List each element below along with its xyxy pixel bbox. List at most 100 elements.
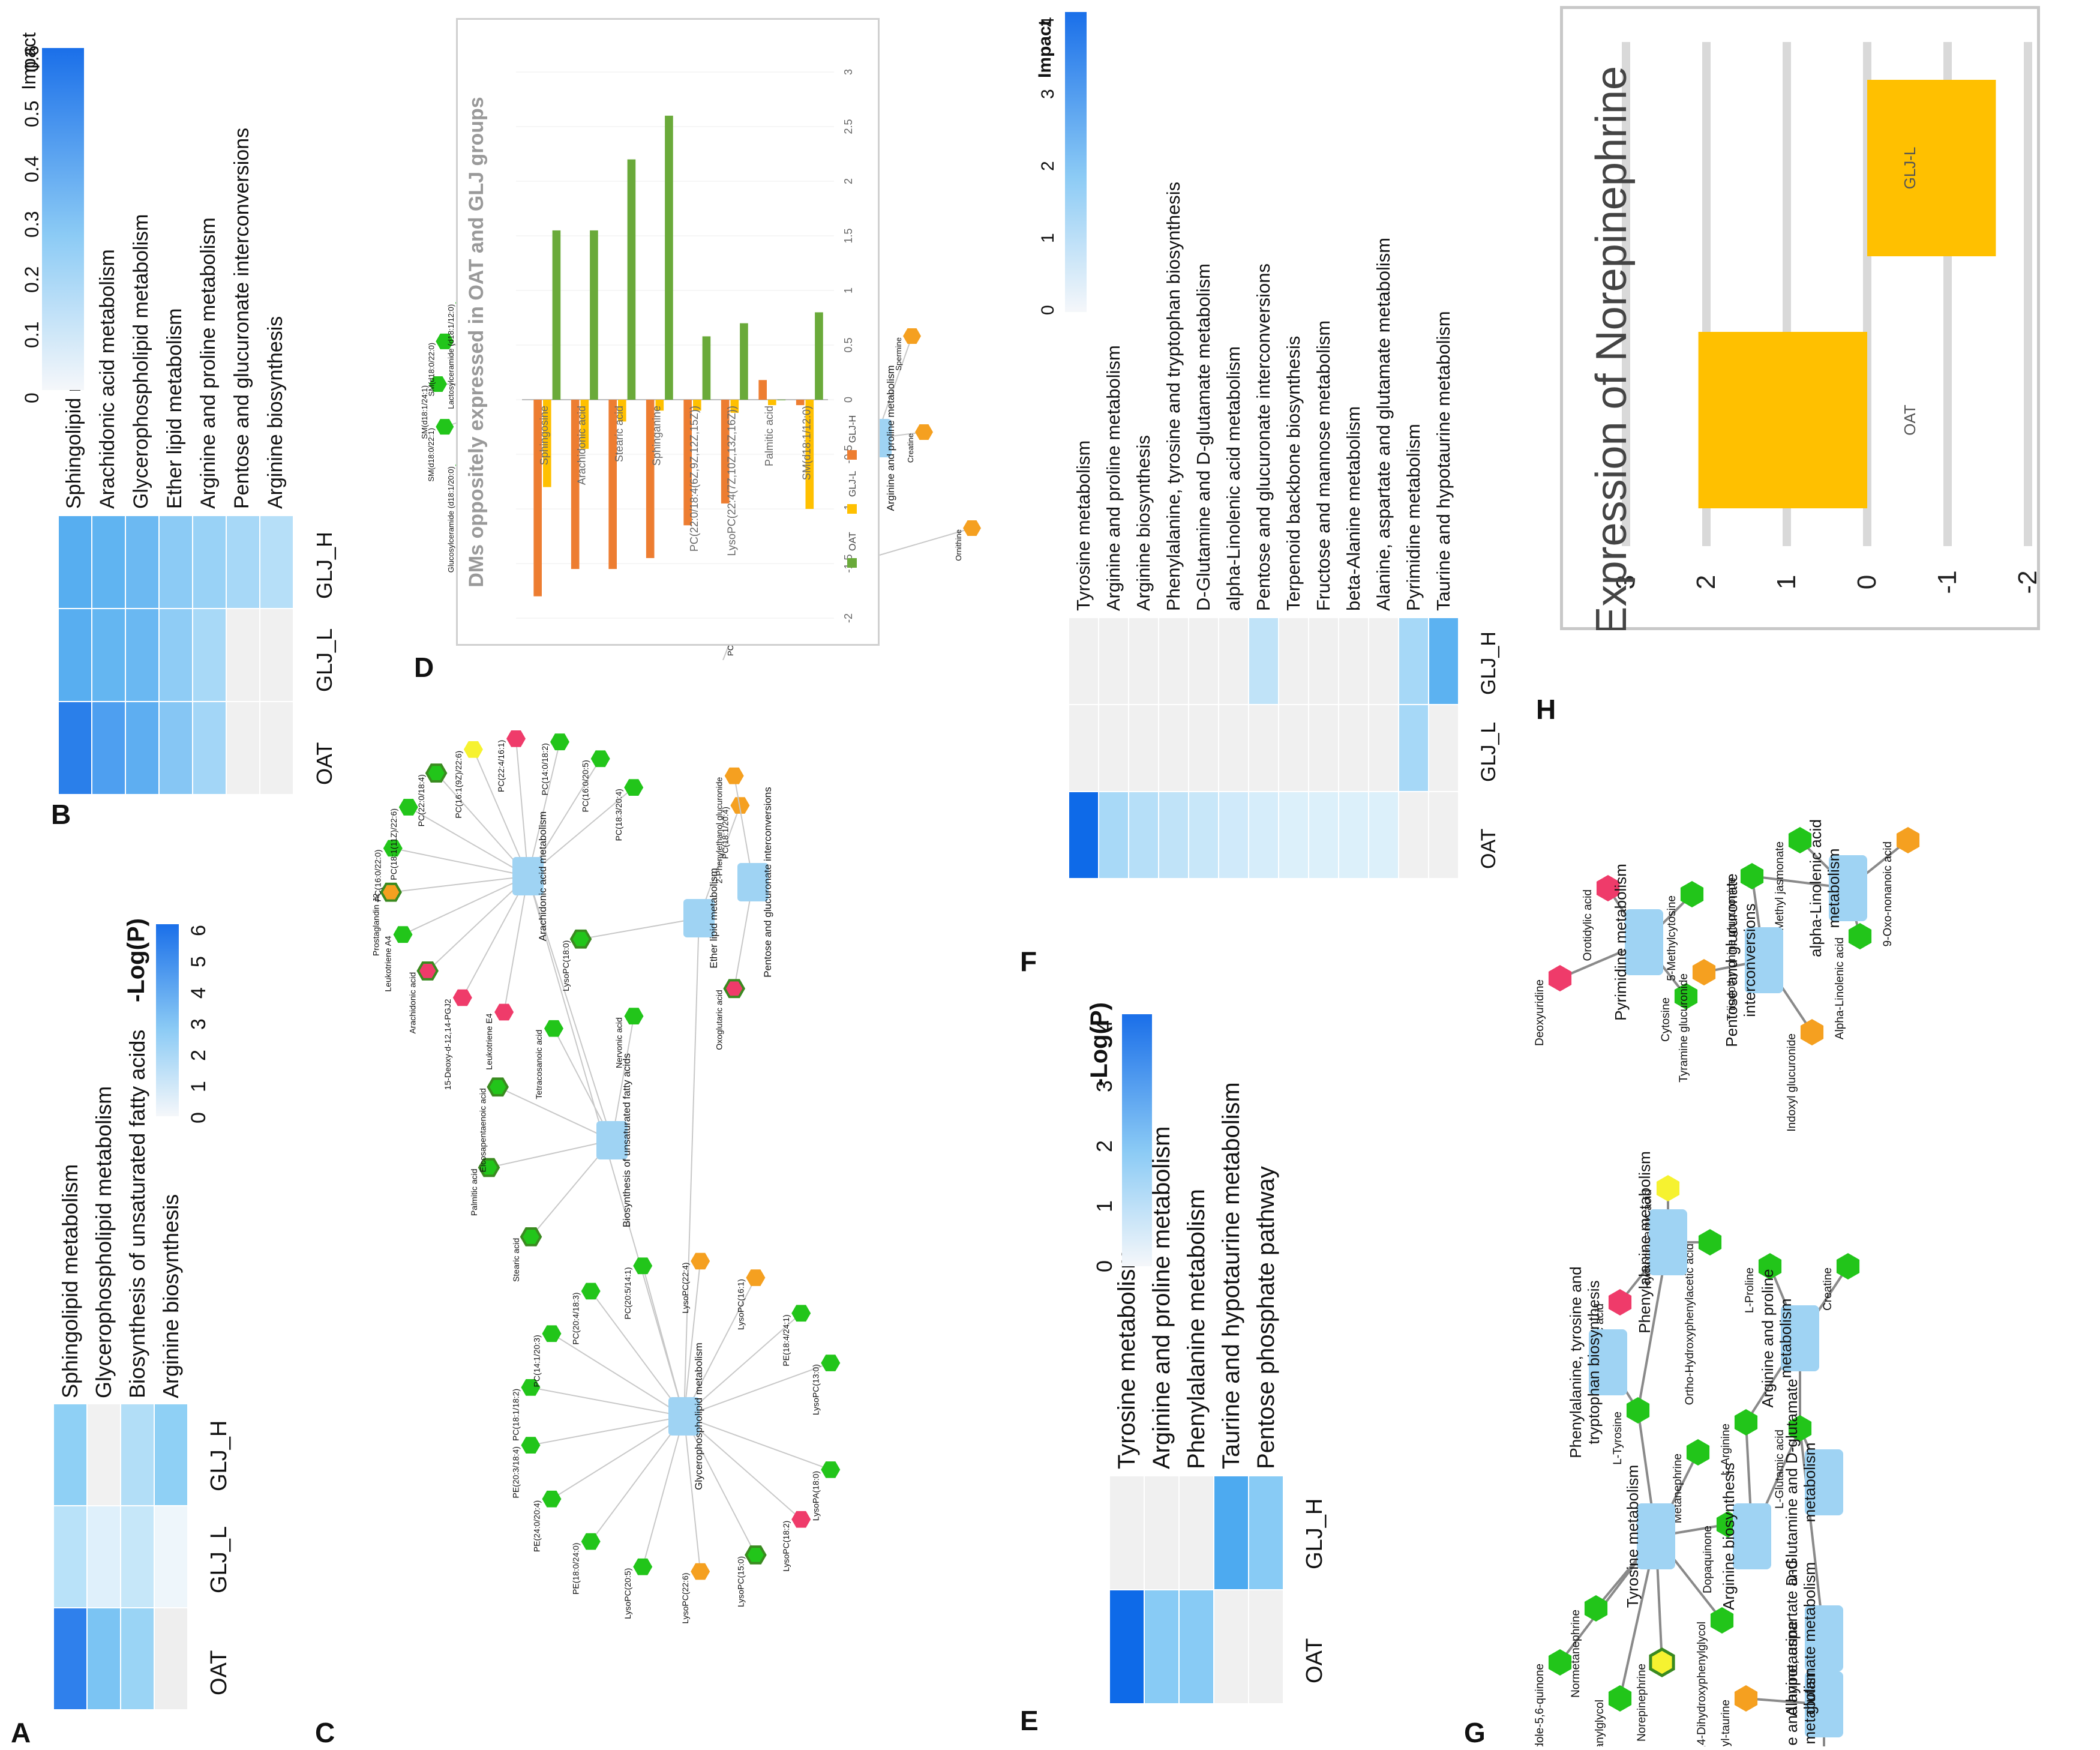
- heatmap-cell: [121, 1404, 154, 1505]
- pathway-hub: [683, 899, 715, 937]
- heatmap-cell: [1099, 705, 1128, 791]
- network-edge: [461, 876, 529, 998]
- metabolite-node: [1608, 1685, 1632, 1712]
- metabolite-node: [963, 520, 981, 536]
- heatmap-row-label: Alanine, aspartate and glutamate metabol…: [1373, 237, 1394, 611]
- glycerophospholipid-node-label: PC(20:5/14:1): [623, 1267, 632, 1319]
- metabolite-node: [1656, 1175, 1680, 1201]
- heatmap-cell: [54, 1404, 86, 1505]
- heatmap-cell: [126, 702, 158, 794]
- metabolite-label: Triiodothyronine glucuronide: [1726, 877, 1738, 1021]
- legend-tick-label: 4: [187, 987, 210, 999]
- heatmap-row-label: Tyrosine metabolism: [1073, 440, 1094, 611]
- metabolite-node: [1758, 1253, 1782, 1279]
- legend-tick-label: 3: [187, 1018, 210, 1030]
- heatmap-cell: [1110, 1476, 1144, 1589]
- arachidonic-node-label: PC(14:0/18:2): [540, 743, 550, 795]
- legend-label: GLJ-H: [848, 415, 858, 443]
- tick-label: 0: [1852, 575, 1882, 589]
- glycerophospholipid-node-label: PE(24:0/20:4): [532, 1500, 542, 1552]
- arachidonic-node-label: Arachidonic acid: [408, 972, 418, 1034]
- heatmap-row-label: Pentose and glucuronate interconversions: [230, 127, 253, 509]
- network-edge: [642, 1265, 685, 1417]
- heatmap-cell: [1110, 1590, 1144, 1703]
- panel-f-heatmap: GLJ_H GLJ_L OAT Tyrosine metabolism Arginine…: [1035, 0, 1524, 936]
- metabolite-node: [521, 1379, 541, 1396]
- heatmap-cell: [1219, 792, 1248, 878]
- tick-label: 2: [1691, 575, 1721, 589]
- network-edge: [590, 1416, 685, 1542]
- fatty-acid-node-label: Tetracosanoic acid: [534, 1030, 544, 1099]
- metabolite-node: [590, 750, 610, 768]
- heatmap-cell: [92, 702, 125, 794]
- heatmap-cell: [1369, 792, 1398, 878]
- network-edge: [503, 876, 529, 1012]
- chart-title: DMs oppositely expressed in OAT and GLJ …: [465, 97, 488, 587]
- metabolite-node: [521, 1437, 541, 1454]
- bar: [1698, 332, 1867, 508]
- bar: [552, 230, 561, 400]
- metabolite-node: [487, 1077, 509, 1097]
- network-edge: [683, 1416, 802, 1520]
- panel-h-chart-frame: [1560, 6, 2040, 630]
- category-label: Arachidonic acid: [575, 406, 587, 485]
- arachidonic-node-label: PC(16:0/22:0): [373, 849, 383, 901]
- network-edge: [683, 1416, 831, 1470]
- category-label: LysoPC(22:4(7Z,10Z,13Z,16Z)): [725, 406, 737, 556]
- heatmap-cell: [155, 1404, 187, 1505]
- metabolite-label: Indoxyl glucuronide: [1786, 1033, 1798, 1132]
- bar: [721, 400, 730, 504]
- heatmap-cell: [1159, 618, 1188, 704]
- legend-color-bar: [1122, 1014, 1152, 1266]
- sphingo-node-label: SM(d18:1/24:1): [420, 385, 429, 439]
- heatmap-row-label: Arginine biosynthesis: [264, 316, 287, 509]
- network-edge: [530, 1416, 685, 1446]
- bar: [683, 400, 692, 526]
- heatmap-cell: [1249, 792, 1278, 878]
- heatmap-cell: [193, 516, 226, 608]
- legend-tick-label: 0.5: [21, 100, 43, 127]
- network-edge: [683, 1416, 701, 1572]
- pathway-hub: [1649, 1209, 1687, 1275]
- arachidonic-node-label: Leukotriene E4: [484, 1013, 494, 1069]
- bar: [590, 230, 598, 400]
- metabolite-label: Orotidylic acid: [1582, 889, 1594, 961]
- metabolite-node: [1740, 863, 1764, 889]
- metabolite-node: [1896, 827, 1920, 853]
- chart-title: Expression of Norepinephrine: [1588, 66, 1636, 630]
- pathway-label: metabolism: [1825, 849, 1843, 928]
- metabolite-node: [436, 333, 454, 349]
- category-label: Stearic acid: [613, 406, 625, 462]
- legend-label: GLJ-L: [848, 471, 858, 497]
- pathway-label: Pentose and glucuronate interconversions: [762, 787, 773, 978]
- legend-label: OAT: [848, 532, 858, 551]
- metabolite-node: [1686, 1439, 1710, 1466]
- heatmap-cell: [1099, 618, 1128, 704]
- network-edge: [497, 1086, 613, 1141]
- network-edge: [1799, 1428, 1825, 1639]
- metabolite-node: [723, 979, 746, 999]
- panel-letter-h: H: [1536, 694, 1556, 725]
- heatmap-cell: [126, 609, 158, 701]
- pathway-label: Arachidonic acid metabolism: [537, 811, 548, 941]
- metabolite-label: L-Tyrosine: [1612, 1412, 1624, 1465]
- heatmap-cell: [121, 1608, 154, 1709]
- bar: [533, 400, 542, 597]
- heatmap-row-label: Phenylalanine, tyrosine and tryptophan b…: [1163, 181, 1184, 611]
- metabolite-node: [1698, 1229, 1722, 1255]
- network-edge: [488, 1140, 613, 1168]
- heatmap-cell: [193, 609, 226, 701]
- legend-tick-label: 3: [1092, 1080, 1117, 1092]
- panel-h-chart: -2 -1 0 1 2 3 OAT GLJ-L Expression of Norepineph…: [1588, 42, 2040, 630]
- network-edge: [590, 1290, 685, 1417]
- pathway-label: Alanine, aspartate and: [1783, 1560, 1801, 1716]
- network-edge: [527, 787, 634, 877]
- bar: [646, 400, 655, 558]
- heatmap-row-label: Fructose and mannose metabolism: [1313, 320, 1334, 611]
- metabolite-node: [1596, 875, 1620, 901]
- network-edge: [683, 1362, 831, 1417]
- heatmap-cell: [88, 1506, 120, 1607]
- metabolite-label: 9-Oxo-nonanoic acid: [1882, 841, 1894, 946]
- pathway-hub: [1805, 1605, 1843, 1671]
- heatmap-row-label: Tyrosine metabolism: [1114, 1249, 1140, 1469]
